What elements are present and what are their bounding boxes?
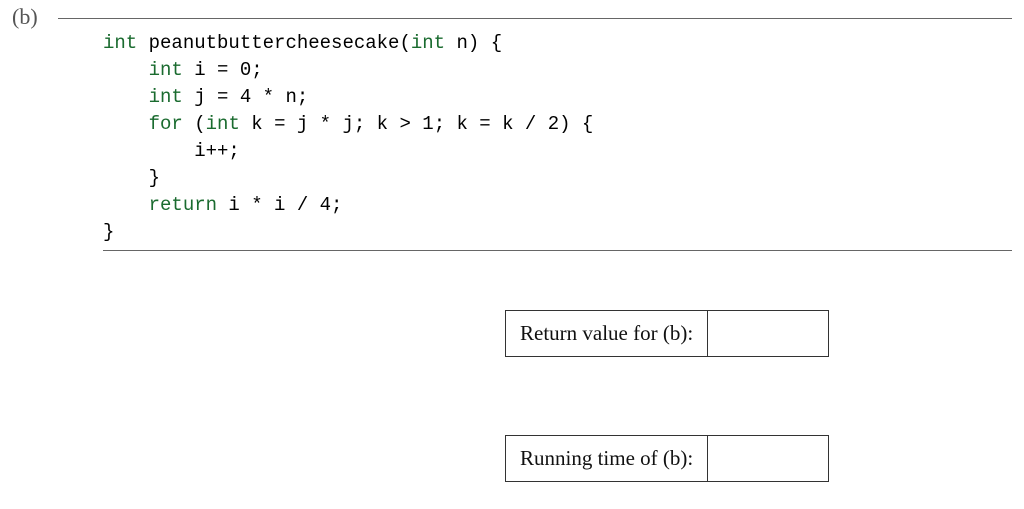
- return-value-label: Return value for (b):: [506, 311, 708, 356]
- running-time-field[interactable]: [708, 436, 828, 481]
- code-text: }: [103, 167, 160, 189]
- code-indent: [103, 86, 149, 108]
- code-text: k = j * j; k > 1; k = k / 2) {: [240, 113, 593, 135]
- code-text: j = 4 * n;: [183, 86, 308, 108]
- keyword-for: for: [149, 113, 183, 135]
- keyword-int: int: [149, 86, 183, 108]
- code-text: i++;: [103, 140, 240, 162]
- code-text: }: [103, 221, 114, 243]
- top-rule: [58, 18, 1012, 19]
- keyword-int: int: [206, 113, 240, 135]
- bottom-rule: [103, 250, 1012, 251]
- code-text: peanutbuttercheesecake(: [137, 32, 411, 54]
- code-text: n) {: [445, 32, 502, 54]
- return-value-box: Return value for (b):: [505, 310, 829, 357]
- code-text: i * i / 4;: [217, 194, 342, 216]
- running-time-label: Running time of (b):: [506, 436, 708, 481]
- code-indent: [103, 113, 149, 135]
- keyword-int: int: [411, 32, 445, 54]
- code-text: i = 0;: [183, 59, 263, 81]
- keyword-int: int: [149, 59, 183, 81]
- return-value-field[interactable]: [708, 311, 828, 356]
- running-time-box: Running time of (b):: [505, 435, 829, 482]
- keyword-int: int: [103, 32, 137, 54]
- code-indent: [103, 59, 149, 81]
- problem-label: (b): [12, 4, 38, 30]
- code-indent: [103, 194, 149, 216]
- code-block: int peanutbuttercheesecake(int n) { int …: [103, 30, 593, 246]
- code-text: (: [183, 113, 206, 135]
- keyword-return: return: [149, 194, 217, 216]
